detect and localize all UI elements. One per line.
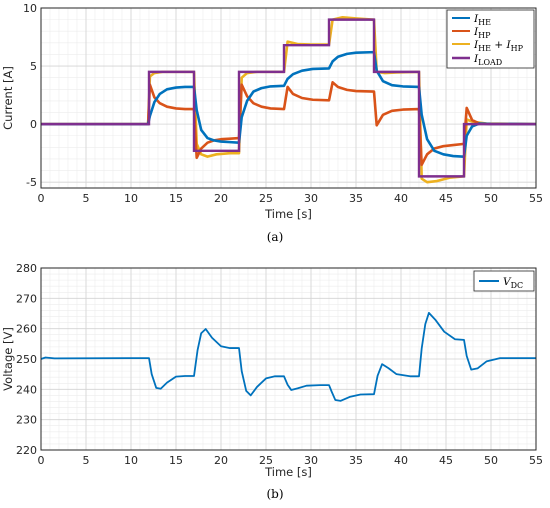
y-tick-label: 240 [16,383,37,396]
y-tick-label: 270 [16,292,37,305]
x-tick-label: 0 [38,454,45,467]
x-tick-label: 50 [484,454,498,467]
legend-label-i-hp: IHP [473,26,491,40]
x-tick-label: 15 [169,192,183,205]
x-axis-label-b: Time [s] [264,465,312,479]
series-line-i-he [41,50,537,158]
x-tick-label: 30 [304,454,318,467]
x-tick-label: 0 [38,192,45,205]
legend-label-i-sum: IHE + IHP [473,39,524,53]
y-axis-label-a: Current [A] [1,66,15,130]
y-tick-label: 0 [30,118,37,131]
x-tick-label: 35 [349,454,363,467]
x-axis-label-a: Time [s] [264,207,312,221]
series-line-i-load [41,18,536,178]
x-tick-label: 5 [83,192,90,205]
y-tick-label: 5 [30,60,37,73]
x-tick-label: 25 [259,454,273,467]
x-tick-label: 50 [484,192,498,205]
x-tick-label: 20 [214,192,228,205]
caption-a: (a) [267,230,284,244]
caption-b: (b) [266,487,283,501]
y-tick-label: 250 [16,353,37,366]
axes-frame-b [40,267,537,451]
legend-box-b [473,270,535,292]
y-tick-label: 280 [16,262,37,275]
y-tick-label: 260 [16,323,37,336]
x-tick-label: 10 [124,192,138,205]
y-tick-label: 220 [16,444,37,457]
x-tick-label: 10 [124,454,138,467]
x-tick-label: 35 [349,192,363,205]
legend-label-v-dc: VDC [503,276,523,290]
x-tick-label: 45 [439,454,453,467]
series-line-i-hp [41,81,537,167]
x-tick-label: 20 [214,454,228,467]
x-tick-label: 5 [83,454,90,467]
series-line-v-dc [40,311,536,402]
series-group-a [41,15,537,184]
x-tick-label: 25 [259,192,273,205]
x-tick-label: 40 [394,454,408,467]
legend-label-i-he: IHE [473,13,491,27]
x-tick-label: 30 [304,192,318,205]
x-tick-label: 15 [169,454,183,467]
y-tick-label: 10 [23,2,37,15]
y-axis-label-b: Voltage [V] [1,327,15,391]
legend-a: IHE IHP IHE + IHP ILOAD [446,9,535,69]
x-tick-label: 55 [529,454,543,467]
y-tick-label: -5 [26,176,37,189]
chart-panel-b: 0 5 10 15 20 25 30 35 40 45 50 55 220 230 240 250 260 270… [1,262,543,479]
legend-b: VDC [473,270,535,292]
axes-frame-a [40,7,537,189]
x-tick-label: 55 [529,192,543,205]
x-tick-label: 40 [394,192,408,205]
y-tick-label: 230 [16,414,37,427]
x-tick-label: 45 [439,192,453,205]
legend-label-i-load: ILOAD [473,53,502,67]
tick-labels-b: 0 5 10 15 20 25 30 35 40 45 50 55 220 230 240 250 260 270… [16,262,543,467]
series-group-b [40,311,536,402]
